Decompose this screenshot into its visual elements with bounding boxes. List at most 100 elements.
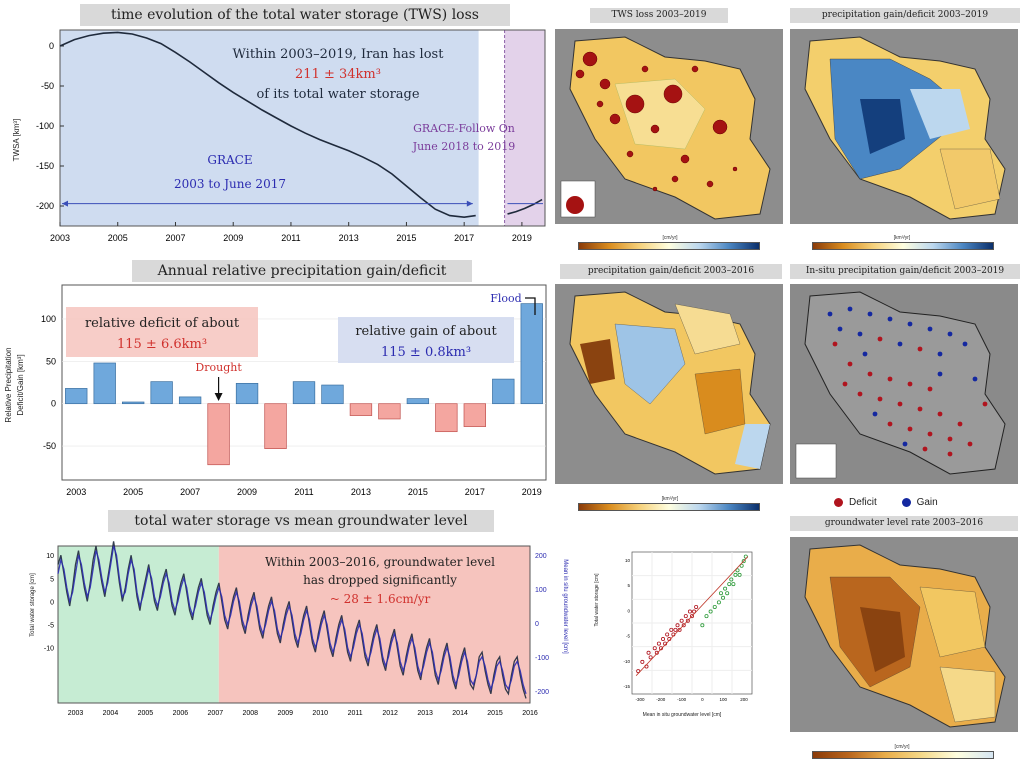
precip-bar xyxy=(207,403,230,466)
gw-red-region xyxy=(218,546,530,703)
station-dot xyxy=(877,336,883,342)
scatter-x-tick-label: 0 xyxy=(701,697,704,702)
scatter-point xyxy=(654,650,659,655)
map5-title: groundwater level rate 2003–2016 xyxy=(790,516,1018,531)
scatter-y-tick-label: -5 xyxy=(626,634,630,639)
map2-title: precipitation gain/deficit 2003–2019 xyxy=(790,8,1020,23)
x-tick-label: 2015 xyxy=(408,487,428,497)
station-dot xyxy=(927,386,933,392)
gain-annotation-value: 115 ± 0.8km³ xyxy=(381,345,471,360)
x-tick-label: 2017 xyxy=(465,487,485,497)
x-tick-label: 2016 xyxy=(522,710,538,717)
drought-label: Drought xyxy=(195,361,242,374)
map1-colorbar-label: [cm/yr] xyxy=(662,235,678,241)
scatter-point xyxy=(723,586,728,591)
precip-bar xyxy=(378,403,401,420)
y-tick-label: -50 xyxy=(41,81,54,91)
station-dot xyxy=(887,316,893,322)
left-y-tick-label: -10 xyxy=(44,646,54,653)
precip-panel-title: Annual relative precipitation gain/defic… xyxy=(132,260,472,282)
scatter-point xyxy=(646,650,651,655)
map5-colorbar-label: [cm/yr] xyxy=(894,744,910,750)
scatter-fit-line xyxy=(635,556,749,676)
scatter-point xyxy=(694,604,699,609)
x-tick-label: 2013 xyxy=(339,233,359,243)
map3-colorbar xyxy=(578,503,760,511)
x-tick-label: 2013 xyxy=(351,487,371,497)
scatter-y-tick-label: 5 xyxy=(627,583,630,588)
station-dot xyxy=(827,311,833,317)
precip-bar xyxy=(150,381,173,405)
x-tick-label: 2007 xyxy=(165,233,185,243)
scatter-point xyxy=(690,614,695,619)
station-dot xyxy=(927,431,933,437)
scatter-point xyxy=(725,591,730,596)
gw-series-line xyxy=(57,545,527,694)
tws-chart: 0 -50 -100 -150 -200 2003 2005 2007 2009 2011 2013… xyxy=(36,29,546,243)
scatter-x-tick-label: 100 xyxy=(719,697,727,702)
right-y-tick-label: 100 xyxy=(535,587,547,594)
scatter-point xyxy=(737,572,742,577)
precip-bar xyxy=(520,303,543,405)
x-tick-label: 2005 xyxy=(108,233,128,243)
y-tick-label: -200 xyxy=(36,201,54,211)
map3-title: precipitation gain/deficit 2003–2016 xyxy=(560,264,782,279)
scatter-x-tick-label: -100 xyxy=(677,697,687,702)
right-y-tick-label: -100 xyxy=(535,655,549,662)
precip-bar xyxy=(93,362,116,405)
grace-arrow-head-right xyxy=(466,200,473,207)
scatter-point xyxy=(729,577,734,582)
station-dot xyxy=(887,376,893,382)
station-dot xyxy=(947,436,953,442)
station-dot xyxy=(907,321,913,327)
y-tick-label: 100 xyxy=(41,314,56,324)
precip-bar xyxy=(292,381,316,405)
left-y-tick-label: 10 xyxy=(46,553,54,560)
gain-annotation-line1: relative gain of about xyxy=(355,324,497,339)
precip-bar xyxy=(122,401,145,405)
station-dot xyxy=(907,381,913,387)
tws-annotation-line3: of its total water storage xyxy=(256,87,419,102)
tws-annotation-value: 211 ± 34km³ xyxy=(295,67,381,82)
x-tick-label: 2003 xyxy=(66,487,86,497)
map2-precip-2003-2019 xyxy=(790,29,1018,224)
gfo-period-region xyxy=(504,30,545,226)
scatter-point xyxy=(685,618,690,623)
map5-groundwater-rate xyxy=(790,537,1018,732)
precip-bar xyxy=(349,403,373,416)
deficit-annotation-box xyxy=(66,307,258,357)
x-tick-label: 2014 xyxy=(452,710,468,717)
tws-panel-title: time evolution of the total water storag… xyxy=(80,4,510,26)
right-y-tick-label: 200 xyxy=(535,553,547,560)
station-dot xyxy=(887,421,893,427)
y-tick-label: 50 xyxy=(46,356,56,366)
station-dot xyxy=(917,346,923,352)
x-tick-label: 2015 xyxy=(487,710,503,717)
gw-axes-box xyxy=(57,545,531,704)
scatter-point xyxy=(716,600,721,605)
station-dot xyxy=(907,426,913,432)
left-y-tick-label: -5 xyxy=(48,623,54,630)
y-tick-label: 0 xyxy=(51,399,56,409)
scatter-y-tick-label: 10 xyxy=(625,558,631,563)
precip-bar xyxy=(321,384,344,405)
left-y-tick-label: 0 xyxy=(50,599,54,606)
scatter-point xyxy=(636,669,641,674)
scatter-point xyxy=(692,609,697,614)
gain-legend-dot xyxy=(901,497,911,507)
map4-insitu-precip xyxy=(790,284,1018,484)
station-dot xyxy=(872,411,878,417)
x-tick-label: 2004 xyxy=(103,710,119,717)
x-tick-label: 2003 xyxy=(68,710,84,717)
y-tick-label: -100 xyxy=(36,121,54,131)
scatter-point xyxy=(741,559,746,564)
x-tick-label: 2012 xyxy=(382,710,398,717)
station-dot xyxy=(857,391,863,397)
scatter-x-tick-label: -200 xyxy=(656,697,666,702)
station-dot xyxy=(917,406,923,412)
scatter-y-tick-label: 0 xyxy=(627,608,630,613)
map2-colorbar xyxy=(812,242,994,250)
scatter-chart: -300 -200 -100 0 100 200 10 5 0 -5 -10 -15 xyxy=(623,551,753,702)
x-tick-label: 2009 xyxy=(277,710,293,717)
scatter-y-tick-label: -15 xyxy=(623,684,630,689)
